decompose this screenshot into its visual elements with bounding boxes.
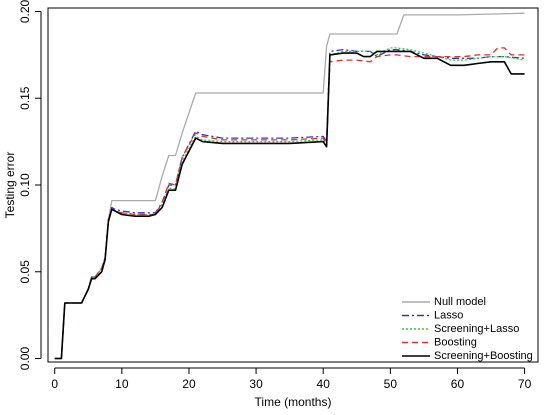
x-tick-label: 30 bbox=[249, 377, 263, 391]
x-tick-label: 10 bbox=[115, 377, 129, 391]
y-axis-title: Testing error bbox=[3, 152, 17, 219]
y-tick-label: 0.00 bbox=[18, 347, 32, 371]
x-tick-label: 40 bbox=[317, 377, 331, 391]
plot-frame bbox=[47, 7, 539, 363]
y-tick-label: 0.20 bbox=[18, 0, 32, 23]
x-tick-label: 0 bbox=[51, 377, 58, 391]
series-line-4 bbox=[54, 47, 525, 360]
series-lines bbox=[54, 12, 525, 360]
legend-label: Screening+Lasso bbox=[434, 323, 519, 335]
axes: 0 10 20 30 40 50 60 70 0.00 0.05 0.10 0.15 0.20 bbox=[18, 0, 539, 391]
x-tick-label: 70 bbox=[518, 377, 532, 391]
series-line-5 bbox=[54, 50, 525, 360]
legend-label: Boosting bbox=[434, 336, 477, 348]
legend-label: Lasso bbox=[434, 309, 463, 321]
x-tick-label: 50 bbox=[384, 377, 398, 391]
x-tick-label: 20 bbox=[182, 377, 196, 391]
y-tick-label: 0.15 bbox=[18, 86, 32, 110]
legend-label: Screening+Boosting bbox=[434, 350, 533, 362]
y-tick-label: 0.10 bbox=[18, 173, 32, 197]
legend-label: Null model bbox=[434, 296, 486, 308]
y-tick-label: 0.05 bbox=[18, 260, 32, 284]
x-axis-title: Time (months) bbox=[255, 395, 332, 409]
x-tick-label: 60 bbox=[451, 377, 465, 391]
